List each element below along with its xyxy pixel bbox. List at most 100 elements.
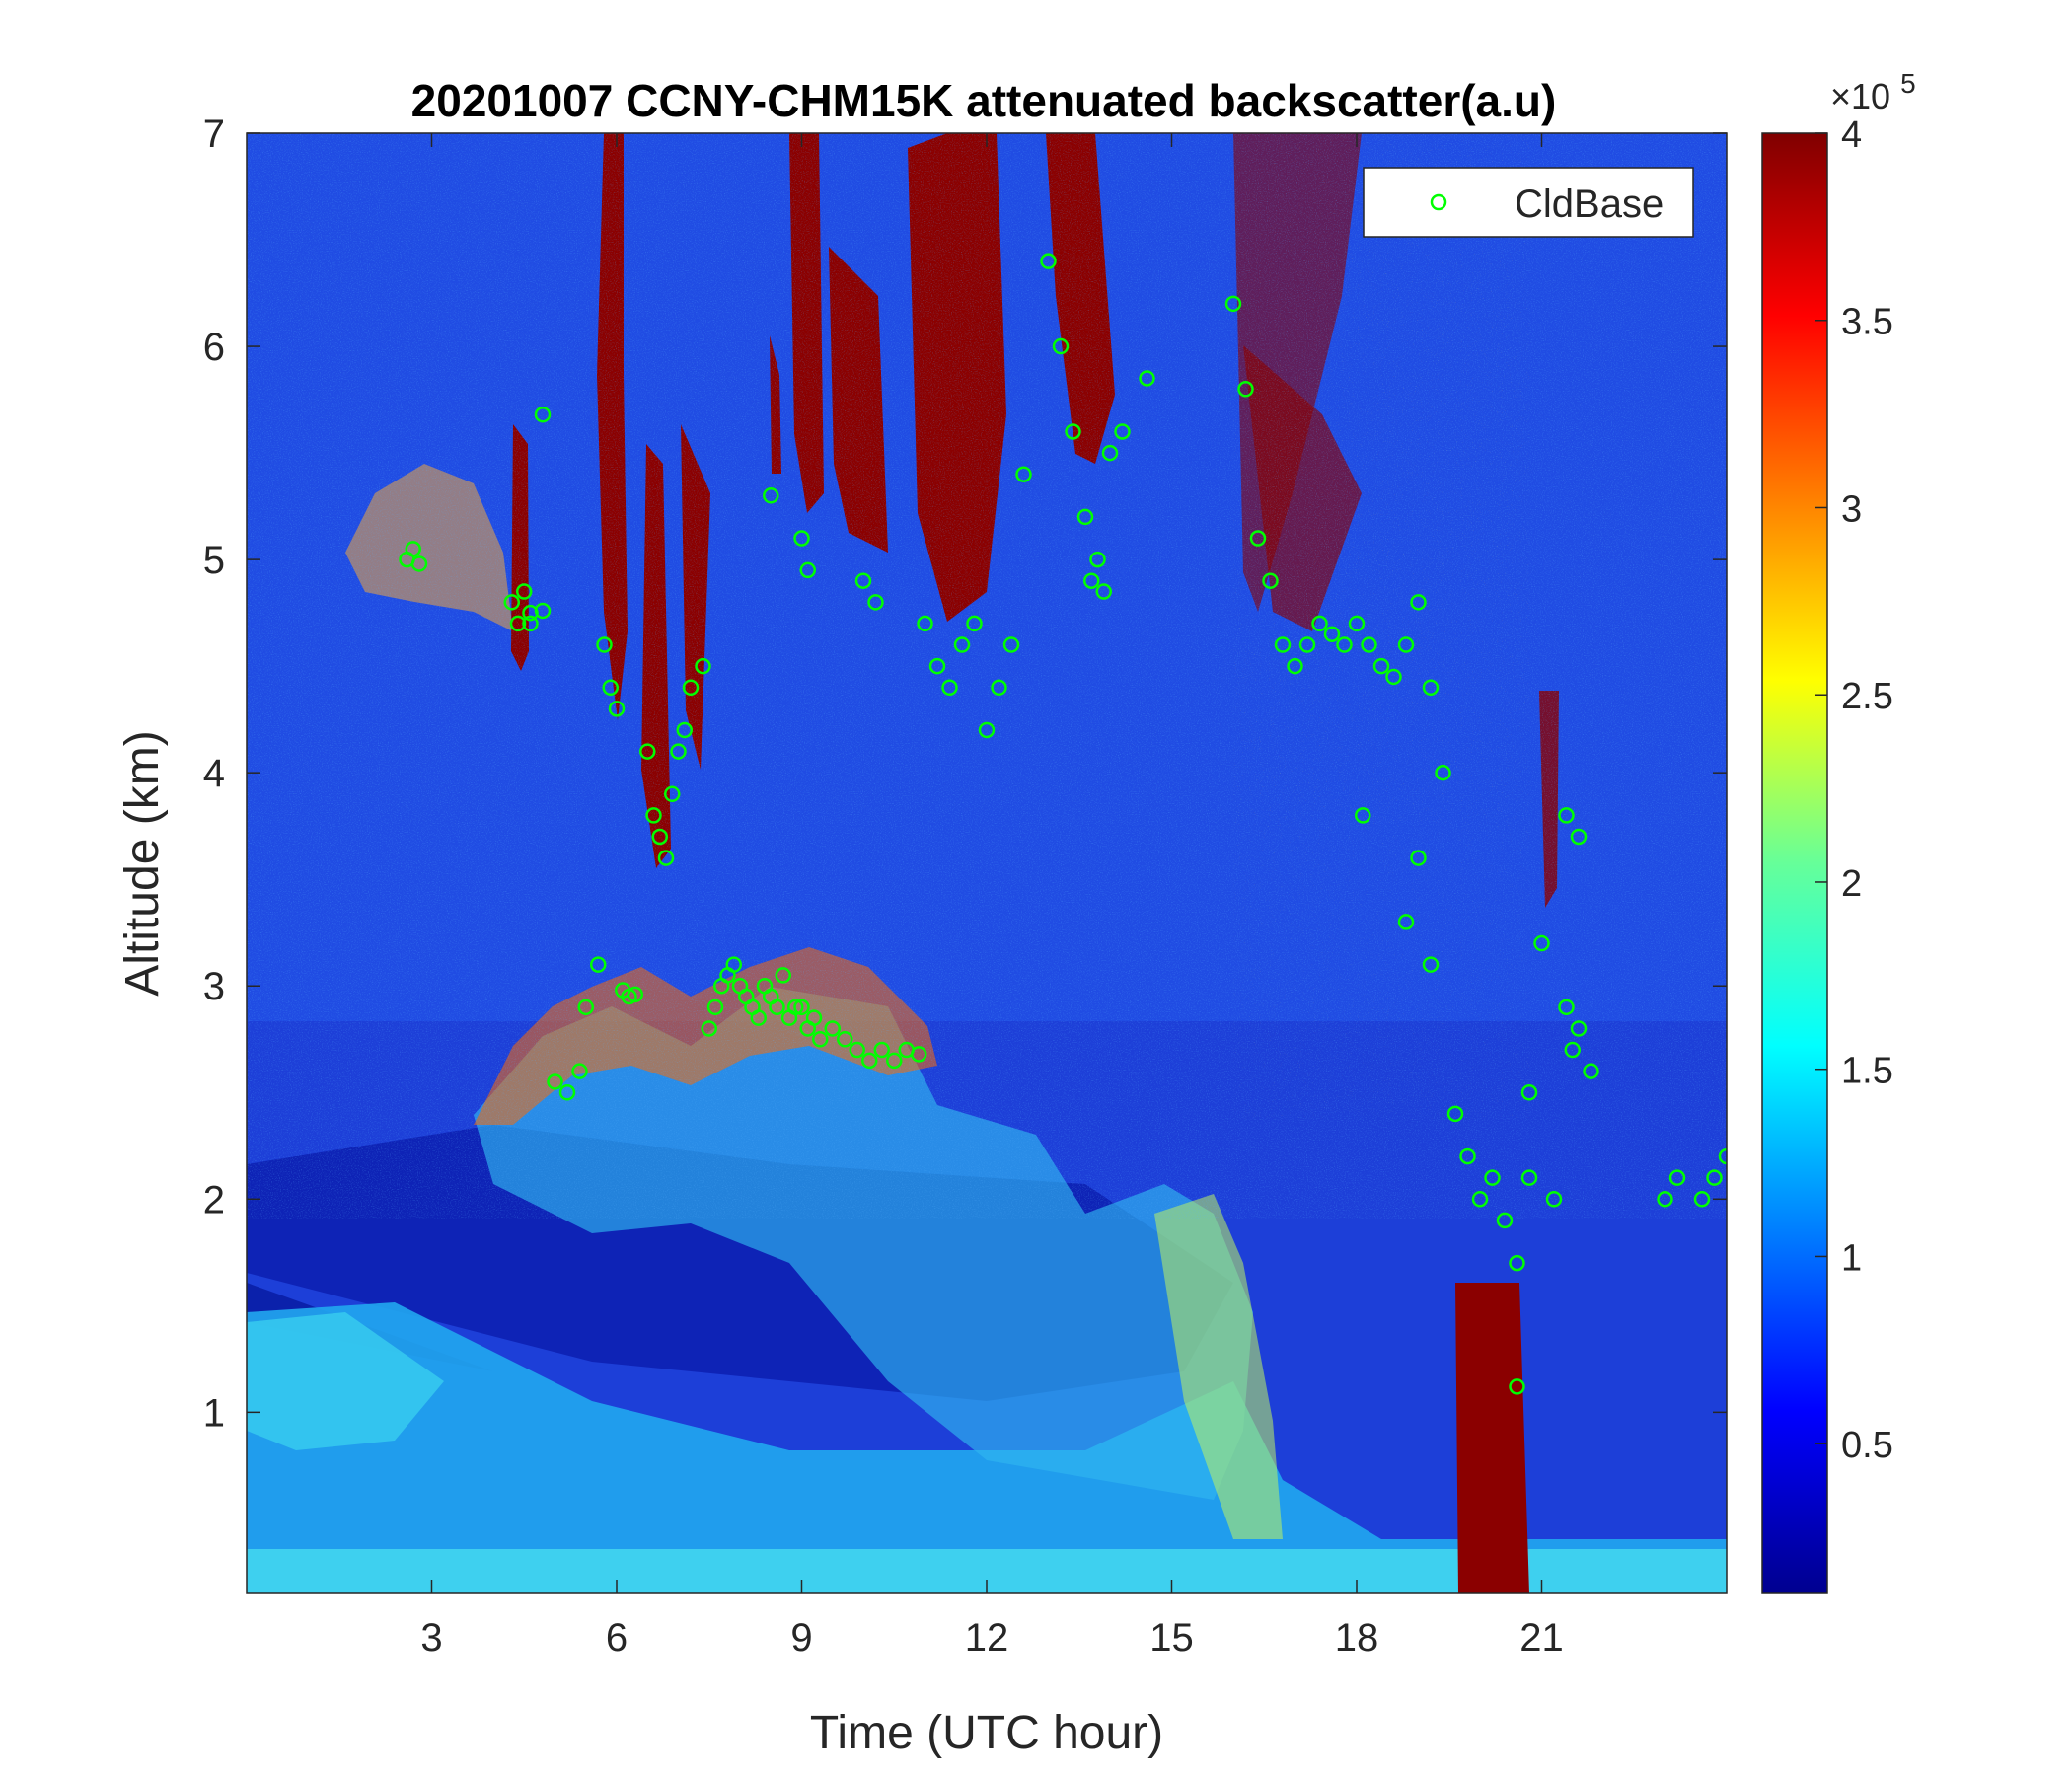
- cldbase-point: [1459, 1147, 1476, 1165]
- cldbase-point: [1274, 636, 1292, 653]
- cldbase-point: [928, 657, 946, 675]
- cldbase-point: [849, 1041, 865, 1059]
- cldbase-point: [873, 1041, 890, 1059]
- x-tick-label: 3: [420, 1616, 442, 1660]
- x-tick-label: 12: [965, 1616, 1009, 1660]
- cldbase-point: [706, 999, 724, 1016]
- cldbase-point: [941, 679, 958, 697]
- cldbase-point: [1361, 636, 1377, 653]
- cldbase-point: [1397, 636, 1415, 653]
- cldbase-point: [1237, 381, 1254, 398]
- cldbase-point: [1224, 295, 1242, 313]
- cldbase-point: [534, 406, 552, 423]
- cldbase-point: [991, 679, 1007, 697]
- cldbase-point: [639, 743, 656, 760]
- cldbase-point: [645, 807, 662, 824]
- colorbar-tick-label: 3: [1841, 488, 1862, 530]
- cldbase-point: [1484, 1169, 1501, 1186]
- x-tick-label: 21: [1519, 1616, 1564, 1660]
- cldbase-point: [1446, 1105, 1464, 1123]
- cldbase-point: [522, 615, 539, 632]
- cldbase-point: [1139, 370, 1155, 387]
- y-axis-label: Altitude (km): [116, 730, 169, 996]
- cldbase-point: [590, 956, 607, 973]
- x-axis-ticks: 3 6 9 12 15 18 21: [420, 133, 1564, 1660]
- y-axis-ticks: 1 2 3 4 5 6 7: [203, 112, 1727, 1435]
- cldbase-point: [837, 1030, 853, 1048]
- cldbase-point: [516, 583, 533, 600]
- cldbase-point: [1520, 1084, 1538, 1101]
- cldbase-point: [1520, 1169, 1538, 1186]
- colorbar-tick-label: 4: [1841, 114, 1862, 156]
- cldbase-point: [670, 743, 687, 760]
- cldbase-point: [1385, 668, 1402, 686]
- x-tick-label: 18: [1335, 1616, 1379, 1660]
- colorbar-exponent-base: ×10: [1830, 76, 1890, 116]
- cldbase-point: [657, 850, 675, 866]
- y-tick-label: 2: [203, 1178, 225, 1221]
- cldbase-point: [1410, 850, 1427, 866]
- y-tick-label: 4: [203, 752, 225, 795]
- cldbase-point: [861, 1052, 878, 1070]
- x-axis-label: Time (UTC hour): [810, 1707, 1163, 1759]
- cldbase-point: [509, 615, 527, 632]
- cldbase-point: [547, 1073, 563, 1090]
- cldbase-point: [1355, 807, 1371, 824]
- cldbase-point: [911, 1046, 927, 1063]
- cldbase-point: [805, 1009, 823, 1026]
- legend: CldBase: [1363, 167, 1694, 238]
- cldbase-point: [627, 986, 643, 1003]
- x-tick-label: 6: [606, 1616, 628, 1660]
- cldbase-point: [682, 679, 700, 697]
- cldbase-point: [1668, 1169, 1686, 1186]
- cldbase-point: [769, 999, 785, 1016]
- cldbase-point: [917, 615, 933, 632]
- cldbase-point: [1015, 466, 1032, 482]
- cldbase-point: [1564, 1041, 1581, 1059]
- cldbase-point: [695, 657, 711, 675]
- cldbase-point: [1657, 1191, 1673, 1208]
- cldbase-point: [1496, 1212, 1514, 1229]
- colorbar-tick-label: 2: [1841, 863, 1862, 905]
- cldbase-series: [399, 253, 1727, 1395]
- cldbase-point: [1114, 423, 1131, 440]
- heatmap-area: [247, 133, 1727, 1593]
- cldbase-point: [799, 561, 816, 579]
- y-tick-label: 3: [203, 965, 225, 1008]
- cldbase-point: [787, 999, 804, 1016]
- cldbase-point: [405, 541, 421, 557]
- colorbar-exponent: ×10 5: [1830, 68, 1916, 116]
- cldbase-point: [1471, 1191, 1489, 1208]
- chart-title: 20201007 CCNY-CHM15K attenuated backscat…: [411, 75, 1557, 126]
- cldbase-point: [1509, 1378, 1525, 1395]
- cldbase-point: [676, 721, 693, 739]
- cldbase-point: [793, 999, 810, 1016]
- cldbase-point: [577, 999, 594, 1016]
- colorbar-tick-label: 2.5: [1841, 676, 1893, 717]
- cldbase-point: [651, 828, 668, 846]
- legend-entry-cldbase: CldBase: [1515, 183, 1664, 226]
- cldbase-point: [1249, 530, 1267, 547]
- cldbase-point: [1287, 657, 1303, 675]
- cldbase-point: [1323, 626, 1341, 642]
- cldbase-point: [596, 636, 613, 653]
- cldbase-point: [966, 615, 983, 632]
- cldbase-point: [1509, 1254, 1525, 1272]
- cldbase-point: [1422, 679, 1440, 697]
- cldbase-point: [886, 1052, 903, 1070]
- colorbar-tick-label: 0.5: [1841, 1425, 1893, 1466]
- cldbase-point: [1002, 636, 1020, 653]
- cldbase-point: [1298, 636, 1316, 653]
- cldbase-point: [1052, 337, 1070, 355]
- colorbar-tick-label: 1: [1841, 1237, 1862, 1279]
- cldbase-point: [1558, 807, 1575, 824]
- cldbase-point: [664, 785, 681, 803]
- cldbase-point: [1372, 657, 1390, 675]
- colorbar-exponent-power: 5: [1900, 68, 1916, 99]
- cldbase-point: [602, 679, 619, 697]
- cldbase-point: [867, 594, 884, 611]
- cldbase-point: [1397, 914, 1415, 930]
- y-tick-label: 6: [203, 326, 225, 369]
- cldbase-point: [1693, 1191, 1711, 1208]
